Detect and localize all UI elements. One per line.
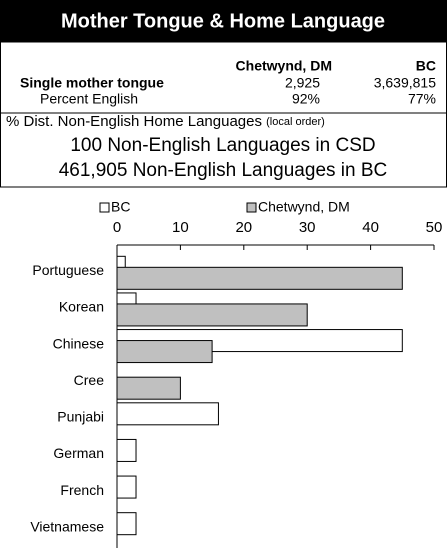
column-header: Chetwynd, DM bbox=[236, 58, 332, 74]
x-tick-label: 40 bbox=[362, 219, 379, 236]
y-tick-label: Chinese bbox=[53, 335, 105, 351]
row-label: Percent English bbox=[40, 91, 138, 107]
column-header: BC bbox=[416, 58, 436, 74]
heading: % Dist. Non-English Home Languages bbox=[6, 113, 262, 130]
note: 461,905 Non-English Languages in BC bbox=[59, 160, 388, 181]
y-tick-label: Cree bbox=[74, 372, 105, 388]
title-bar bbox=[0, 0, 447, 42]
row-label: Single mother tongue bbox=[20, 75, 164, 91]
bar bbox=[116, 438, 137, 462]
x-tick-label: 20 bbox=[235, 219, 252, 236]
y-tick-label: French bbox=[60, 482, 104, 498]
x-tick-label: 0 bbox=[113, 219, 121, 236]
x-tick-label: 10 bbox=[172, 219, 189, 236]
bar bbox=[116, 340, 213, 364]
cell: 2,925 bbox=[285, 75, 320, 91]
y-tick-label: Portuguese bbox=[32, 262, 104, 278]
bar bbox=[116, 303, 308, 327]
y-tick-label: German bbox=[53, 445, 104, 461]
y-tick-label: Punjabi bbox=[57, 409, 104, 425]
bar bbox=[116, 376, 181, 400]
title: Mother Tongue & Home Language bbox=[61, 10, 385, 32]
y-tick-label: Korean bbox=[59, 299, 104, 315]
legend-label: BC bbox=[111, 199, 130, 215]
legend-swatch bbox=[246, 202, 257, 213]
legend-label: Chetwynd, DM bbox=[258, 199, 350, 215]
cell: 92% bbox=[292, 91, 320, 107]
notes-heading: % Dist. Non-English Home Languages (loca… bbox=[6, 113, 325, 130]
bar bbox=[116, 512, 137, 536]
bar bbox=[116, 402, 219, 426]
x-tick-label: 50 bbox=[426, 219, 443, 236]
bar bbox=[116, 475, 137, 499]
bar bbox=[116, 266, 403, 290]
cell: 77% bbox=[408, 91, 436, 107]
cell: 3,639,815 bbox=[374, 75, 436, 91]
note: 100 Non-English Languages in CSD bbox=[70, 135, 375, 156]
y-tick-label: Vietnamese bbox=[30, 518, 104, 534]
heading-suffix: (local order) bbox=[266, 116, 325, 128]
x-tick-label: 30 bbox=[299, 219, 316, 236]
legend-swatch bbox=[99, 202, 110, 213]
